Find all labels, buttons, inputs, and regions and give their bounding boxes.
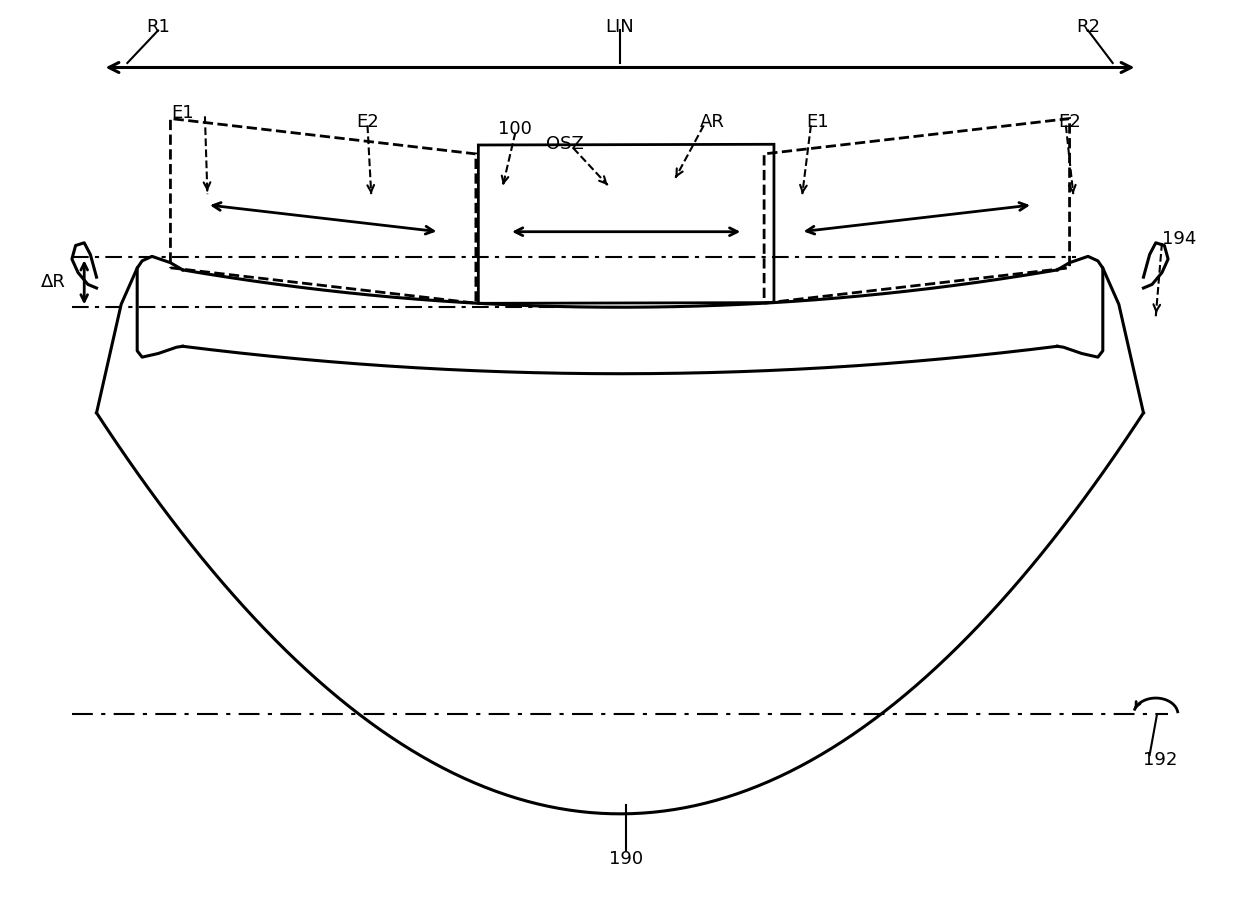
Text: 192: 192 <box>1143 750 1178 769</box>
Text: 190: 190 <box>609 850 644 868</box>
Text: OSZ: OSZ <box>546 135 584 153</box>
Text: AR: AR <box>699 113 725 131</box>
Text: ΔR: ΔR <box>41 273 66 291</box>
Text: E1: E1 <box>171 104 195 121</box>
Text: LIN: LIN <box>605 17 635 36</box>
Text: E2: E2 <box>356 113 379 131</box>
Text: E1: E1 <box>806 113 828 131</box>
Text: 100: 100 <box>498 120 532 138</box>
Text: R1: R1 <box>146 17 170 36</box>
Text: R2: R2 <box>1076 17 1100 36</box>
Text: E2: E2 <box>1058 113 1081 131</box>
Text: 194: 194 <box>1162 230 1197 248</box>
